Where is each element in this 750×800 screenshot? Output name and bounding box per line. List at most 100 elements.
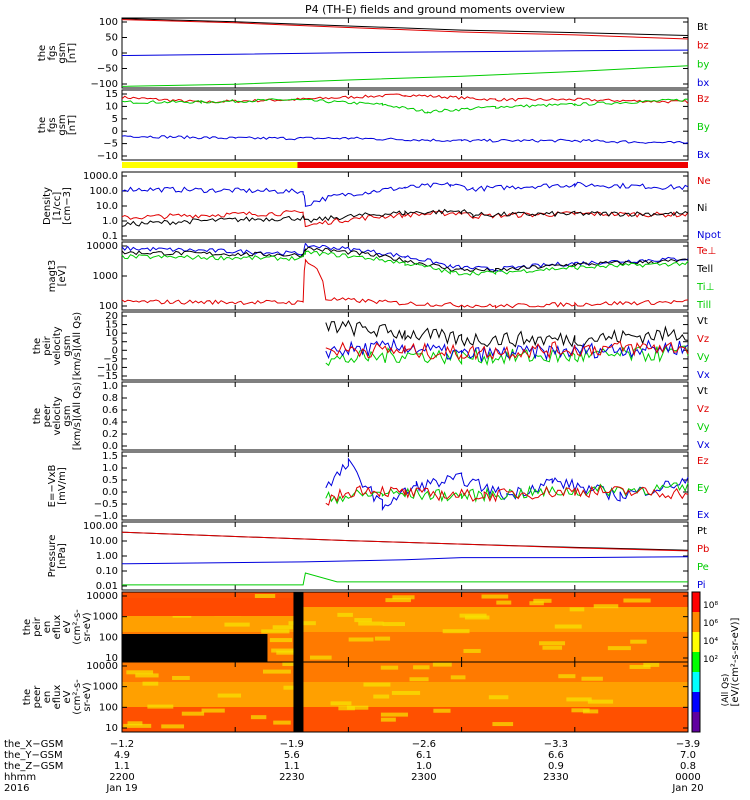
legend-entry: Bz [697,94,709,105]
x-tick-label: −2.6 [412,739,436,750]
y-tick-label: 15 [105,320,118,331]
spectrogram-patch [582,709,599,714]
spectrogram-patch [432,662,452,667]
spectrogram-band [122,702,688,708]
y-tick-label: 100 [99,17,118,28]
spectrogram-band [122,707,688,713]
spectrogram-patch [373,694,390,699]
legend-entry: Vz [697,334,709,345]
spectrogram-patch [385,598,411,603]
y-axis-label: Density[1/cc][cm−3] [42,187,73,225]
spectrogram-patch [123,723,152,728]
legend-entry: Vy [697,352,710,363]
x-tick-label: 6.6 [548,750,564,761]
spectrogram-patch [282,662,304,667]
legend-entry: Vz [697,404,709,415]
y-tick-label: 1.0 [102,463,118,474]
series-line-Till [121,250,689,276]
y-tick-label: −50 [97,64,118,75]
spectrogram-patch [382,622,406,627]
spectrogram-patch [496,600,512,605]
y-tick-label: 0.0 [102,487,118,498]
y-tick-label: 1.00 [96,551,118,562]
y-tick-label: 0.10 [96,566,118,577]
spectrogram-patch [224,622,250,627]
series-line-Pe [122,572,688,586]
spectrogram-patch [481,594,509,599]
panel-7: 1.51.00.50.0−0.5−1.0 E=−VxB[mV/m] Ez Ey Ex [47,451,709,522]
panel-frame [121,171,689,241]
y-axis-label: magt3[eV] [47,260,68,293]
x-tick-label: 1.0 [416,761,432,772]
series-line-Bz [121,93,689,104]
y-tick-label: 0.01 [96,581,118,592]
spectrogram-patch [272,625,294,630]
legend-entry: Vt [697,316,708,327]
series-line-Vt [325,319,689,348]
spectrogram-band [122,722,688,728]
spectrogram-patch [409,677,429,682]
mode-ribbon-yellow [122,162,298,168]
y-tick-label: 100 [99,702,118,713]
spectrogram-patch [464,615,490,620]
y-tick-label: 1.0 [102,216,118,227]
y-tick-label: 1000.0 [83,171,118,182]
panel-frame [121,241,689,311]
spectrogram-patch [337,612,353,617]
series-line-bx [121,49,689,56]
x-tick-label: Jan 19 [105,783,137,794]
spectrogram-patch [529,601,544,606]
x-row-label: the_Z−GSM [4,761,63,772]
x-tick-label: −3.9 [676,739,700,750]
spectrogram-patch [566,697,592,702]
spectrogram-patch [593,604,619,609]
legend-entry: Npot [697,230,721,241]
y-tick-label: 10000 [86,241,118,252]
spectrogram-patch [250,715,267,720]
panel-frame [121,311,689,381]
x-tick-label: 7.0 [680,750,696,761]
y-tick-label: 1.5 [102,451,118,462]
spectrogram-patch [273,720,291,725]
x-tick-label: 1.1 [114,761,130,772]
y-tick-label: 0 [112,48,118,59]
y-axis-label: thefgsgsm[nT] [37,42,78,63]
panel-frame [121,521,689,591]
spectrogram-band [122,602,688,608]
series-line-Bt [121,18,689,36]
y-tick-label: 10000 [86,661,118,672]
spectrogram-patch [261,629,290,634]
spectrogram-band [122,627,688,633]
panel-6: 1.00.80.60.40.20.0 thepeervelocitygsm[km/… [32,381,710,452]
panel-frame [121,89,689,161]
series-line-Pi [121,556,689,565]
spectrogram-patch [126,670,154,675]
y-tick-label: −10 [97,151,118,162]
legend-entry: Vx [697,440,710,451]
spectrogram-band [122,657,688,663]
y-tick-label: −0.5 [94,499,118,510]
y-tick-label: 10.00 [89,536,118,547]
spectrogram-patch [558,674,576,679]
spectrogram-band [122,617,688,623]
spectrogram-gap [293,662,304,732]
spectrogram-patch [254,594,276,599]
spectrogram-band [122,662,688,668]
x-tick-label: 5.6 [284,750,300,761]
series-line-Vx [325,338,689,362]
spectrogram-patch [201,708,225,713]
y-tick-label: 100 [99,301,118,312]
series-line-Ex [325,457,689,512]
panel-1: 100 50 0 −50 −100 thefgsgsm[nT] Bt bz by bx [37,17,709,90]
spectrogram-band [122,647,688,653]
spectrogram-lowflux [122,634,268,662]
spectrogram-patch [330,701,352,706]
spectrogram-patch [623,598,651,603]
spectrogram-patch [127,721,143,726]
spectrogram-patch [380,717,396,722]
spectrogram-patch [607,646,631,651]
legend-entry: Vt [697,386,708,397]
y-tick-label: −15 [97,371,118,382]
spectrogram-patch [262,669,291,674]
